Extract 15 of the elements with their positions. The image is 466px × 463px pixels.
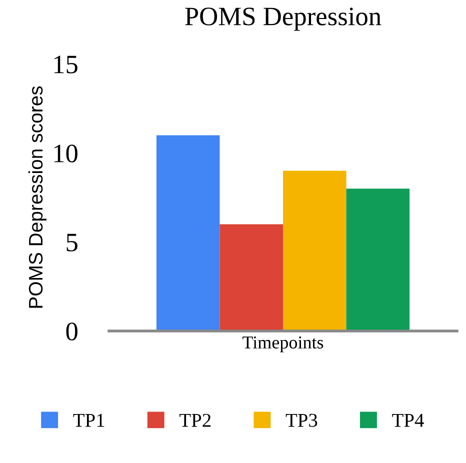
bar xyxy=(346,188,410,331)
y-tick-label: 15 xyxy=(54,56,78,74)
bar xyxy=(283,170,346,331)
y-axis-title: POMS Depression scores xyxy=(28,86,46,308)
legend-label: TP3 xyxy=(286,414,318,427)
legend-label: TP2 xyxy=(180,414,211,427)
y-tick-label: 0 xyxy=(66,322,78,340)
y-tick-label: 10 xyxy=(54,144,78,162)
bar xyxy=(220,224,283,331)
y-tick-label: 5 xyxy=(66,234,78,252)
x-axis-title: Timepoints xyxy=(242,336,324,352)
legend-label: TP1 xyxy=(73,414,104,427)
legend-label: TP4 xyxy=(392,414,424,427)
bar xyxy=(156,135,220,331)
chart-title: POMS Depression xyxy=(185,8,382,31)
